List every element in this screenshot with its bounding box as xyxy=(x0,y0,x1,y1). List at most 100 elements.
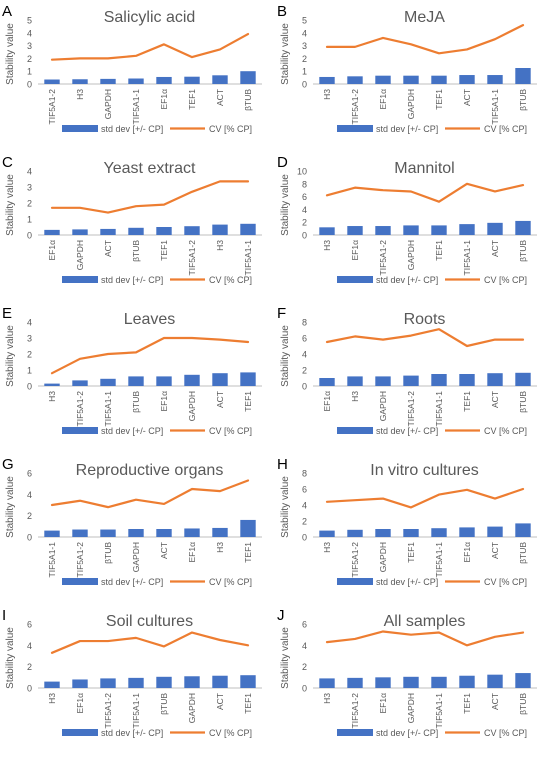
y-tick-label: 5 xyxy=(302,16,307,26)
x-tick-label: EF1α xyxy=(462,542,472,563)
x-tick-label: TEF1 xyxy=(187,89,197,110)
y-tick-label: 4 xyxy=(27,490,32,500)
bar-βTUB xyxy=(128,376,144,386)
bar-TIF5A1-1 xyxy=(128,677,144,688)
x-tick-label: GAPDH xyxy=(75,240,85,270)
chart-panel-e: E Leaves Stability value 0 1 2 3 4 H3 TIF5A1-2 TIF… xyxy=(2,305,262,436)
legend-bar-label: std dev [+/- CP] xyxy=(376,728,438,738)
legend-bar-swatch xyxy=(337,125,373,132)
panel-letter: B xyxy=(277,3,287,20)
y-tick-label: 10 xyxy=(297,167,307,177)
bar-TEF1 xyxy=(240,519,256,537)
bar-EF1α xyxy=(184,528,200,537)
y-axis-label: Stability value xyxy=(280,23,291,85)
legend-line-label: CV [% CP] xyxy=(209,577,252,587)
cv-line xyxy=(325,182,525,203)
cv-line xyxy=(325,630,525,647)
bar-ACT xyxy=(459,75,475,84)
y-axis-label: Stability value xyxy=(280,174,291,236)
x-tick-label: GAPDH xyxy=(131,542,141,572)
cv-line xyxy=(50,180,250,214)
chart-panel-d: D Mannitol Stability value 0 2 4 6 8 10 H3 EF1α TIF… xyxy=(277,154,537,285)
bar-βTUB xyxy=(128,227,144,235)
bar-GAPDH xyxy=(403,225,419,235)
chart-panel-c: C Yeast extract Stability value 0 1 2 3 4 EF1α GA… xyxy=(2,154,262,285)
bar-ACT xyxy=(212,373,228,386)
bar-TIF5A1-1 xyxy=(100,378,116,386)
legend-bar-swatch xyxy=(62,276,98,283)
y-tick-label: 1 xyxy=(27,215,32,225)
bar-TIF5A1-1 xyxy=(431,676,447,688)
x-tick-label: H3 xyxy=(350,391,360,402)
bar-EF1α xyxy=(459,527,475,537)
legend-bar-swatch xyxy=(337,729,373,736)
x-tick-label: GAPDH xyxy=(378,542,388,572)
panel-letter: I xyxy=(2,607,6,624)
bar-EF1α xyxy=(319,378,335,386)
y-tick-label: 0 xyxy=(27,684,32,694)
x-tick-label: βTUB xyxy=(159,693,169,715)
legend-line-label: CV [% CP] xyxy=(484,728,527,738)
bar-TIF5A1-2 xyxy=(100,678,116,688)
bar-GAPDH xyxy=(403,75,419,84)
y-tick-label: 4 xyxy=(302,28,307,38)
bar-βTUB xyxy=(100,529,116,537)
bar-H3 xyxy=(44,681,60,688)
bar-TIF5A1-1 xyxy=(128,78,144,84)
bar-TIF5A1-1 xyxy=(431,528,447,537)
x-tick-label: TEF1 xyxy=(434,89,444,110)
bar-H3 xyxy=(212,224,228,235)
cv-line xyxy=(50,479,250,509)
bar-EF1α xyxy=(72,679,88,688)
y-axis-label: Stability value xyxy=(280,325,291,387)
y-tick-label: 0 xyxy=(302,382,307,392)
y-tick-label: 2 xyxy=(27,199,32,209)
bar-ACT xyxy=(100,228,116,235)
y-tick-label: 0 xyxy=(27,533,32,543)
y-tick-label: 2 xyxy=(27,350,32,360)
x-tick-label: βTUB xyxy=(518,693,528,715)
x-tick-label: GAPDH xyxy=(103,89,113,119)
y-tick-label: 0 xyxy=(302,231,307,241)
x-tick-label: βTUB xyxy=(518,391,528,413)
panel-letter: G xyxy=(2,456,14,473)
y-tick-label: 6 xyxy=(27,469,32,479)
x-tick-label: EF1α xyxy=(75,693,85,714)
bar-EF1α xyxy=(156,376,172,386)
legend-line-label: CV [% CP] xyxy=(209,426,252,436)
x-tick-label: H3 xyxy=(322,542,332,553)
chart-title: Soil cultures xyxy=(106,613,193,630)
x-tick-label: ACT xyxy=(490,391,500,408)
x-tick-label: GAPDH xyxy=(406,240,416,270)
bar-TEF1 xyxy=(240,675,256,688)
legend-bar-label: std dev [+/- CP] xyxy=(376,275,438,285)
bar-TEF1 xyxy=(459,675,475,688)
y-tick-label: 4 xyxy=(302,641,307,651)
x-tick-label: TIF5A1-1 xyxy=(47,542,57,578)
bar-βTUB xyxy=(156,676,172,688)
y-tick-label: 2 xyxy=(302,54,307,64)
x-tick-label: TIF5A1-1 xyxy=(434,391,444,427)
x-tick-label: ACT xyxy=(215,693,225,710)
y-tick-label: 4 xyxy=(27,318,32,328)
bar-ACT xyxy=(487,674,503,688)
bar-TIF5A1-2 xyxy=(347,677,363,688)
x-tick-label: H3 xyxy=(47,693,57,704)
bar-TIF5A1-1 xyxy=(459,224,475,235)
chart-title: Reproductive organs xyxy=(76,462,224,479)
x-tick-label: TIF5A1-2 xyxy=(103,693,113,729)
chart-title: Leaves xyxy=(124,311,176,328)
y-tick-label: 4 xyxy=(27,167,32,177)
x-tick-label: H3 xyxy=(47,391,57,402)
y-tick-label: 5 xyxy=(27,16,32,26)
y-tick-label: 4 xyxy=(27,641,32,651)
bar-GAPDH xyxy=(72,229,88,235)
legend-bar-swatch xyxy=(337,276,373,283)
cv-line xyxy=(325,328,525,348)
bar-EF1α xyxy=(156,76,172,84)
bar-TIF5A1-2 xyxy=(72,380,88,386)
x-tick-label: EF1α xyxy=(187,542,197,563)
chart-panel-a: A Salicylic acid Stability value 0 1 2 3 4 5 TIF5… xyxy=(2,3,262,134)
bar-TIF5A1-2 xyxy=(375,226,391,235)
